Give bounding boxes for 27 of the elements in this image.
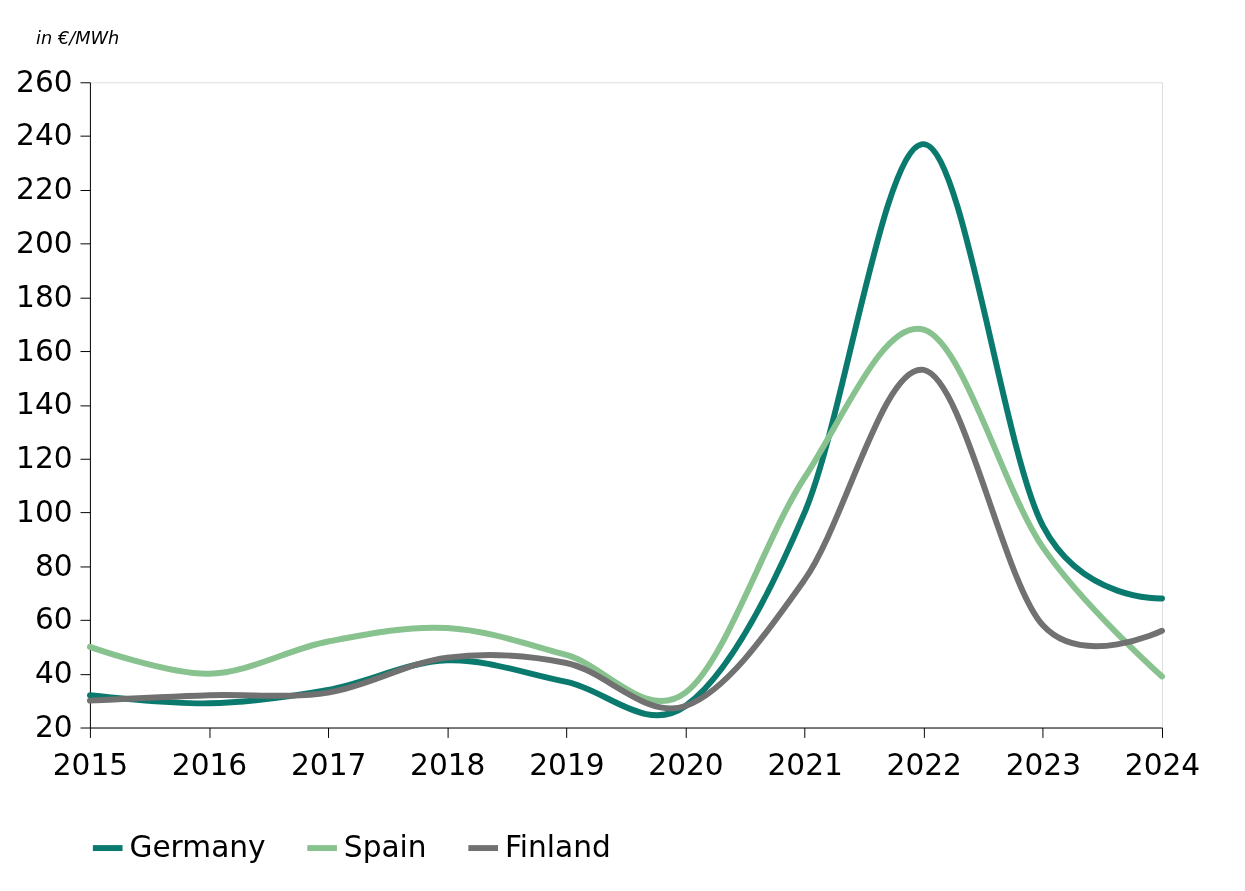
y-tick-label: 220 [16,171,73,207]
x-tick-label: 2019 [529,747,605,783]
x-tick-label: 2016 [171,747,248,783]
x-tick-label: 2021 [767,747,843,783]
y-tick-label: 260 [16,63,73,99]
y-tick-label: 40 [34,655,73,691]
x-tick-label: 2018 [410,747,486,783]
x-tick-label: 2020 [648,747,724,783]
x-tick-label: 2022 [886,747,962,783]
legend-label: Spain [343,828,427,864]
y-tick-label: 100 [16,493,73,529]
y-tick-label: 20 [34,708,73,744]
y-tick-label: 160 [16,332,73,368]
x-tick-label: 2023 [1005,747,1082,783]
legend-label: Finland [504,828,611,864]
y-tick-label: 120 [16,440,73,476]
y-tick-label: 240 [16,117,73,153]
y-tick-label: 180 [16,278,73,314]
x-tick-label: 2017 [290,747,367,783]
legend-label: Germany [129,828,266,864]
y-tick-label: 80 [34,547,73,583]
y-axis-title: in €/MWh [36,27,120,49]
y-tick-label: 140 [16,386,73,422]
y-tick-label: 60 [34,601,73,637]
x-tick-label: 2015 [52,747,129,783]
y-tick-label: 200 [16,224,73,260]
x-tick-label: 2024 [1124,747,1201,783]
